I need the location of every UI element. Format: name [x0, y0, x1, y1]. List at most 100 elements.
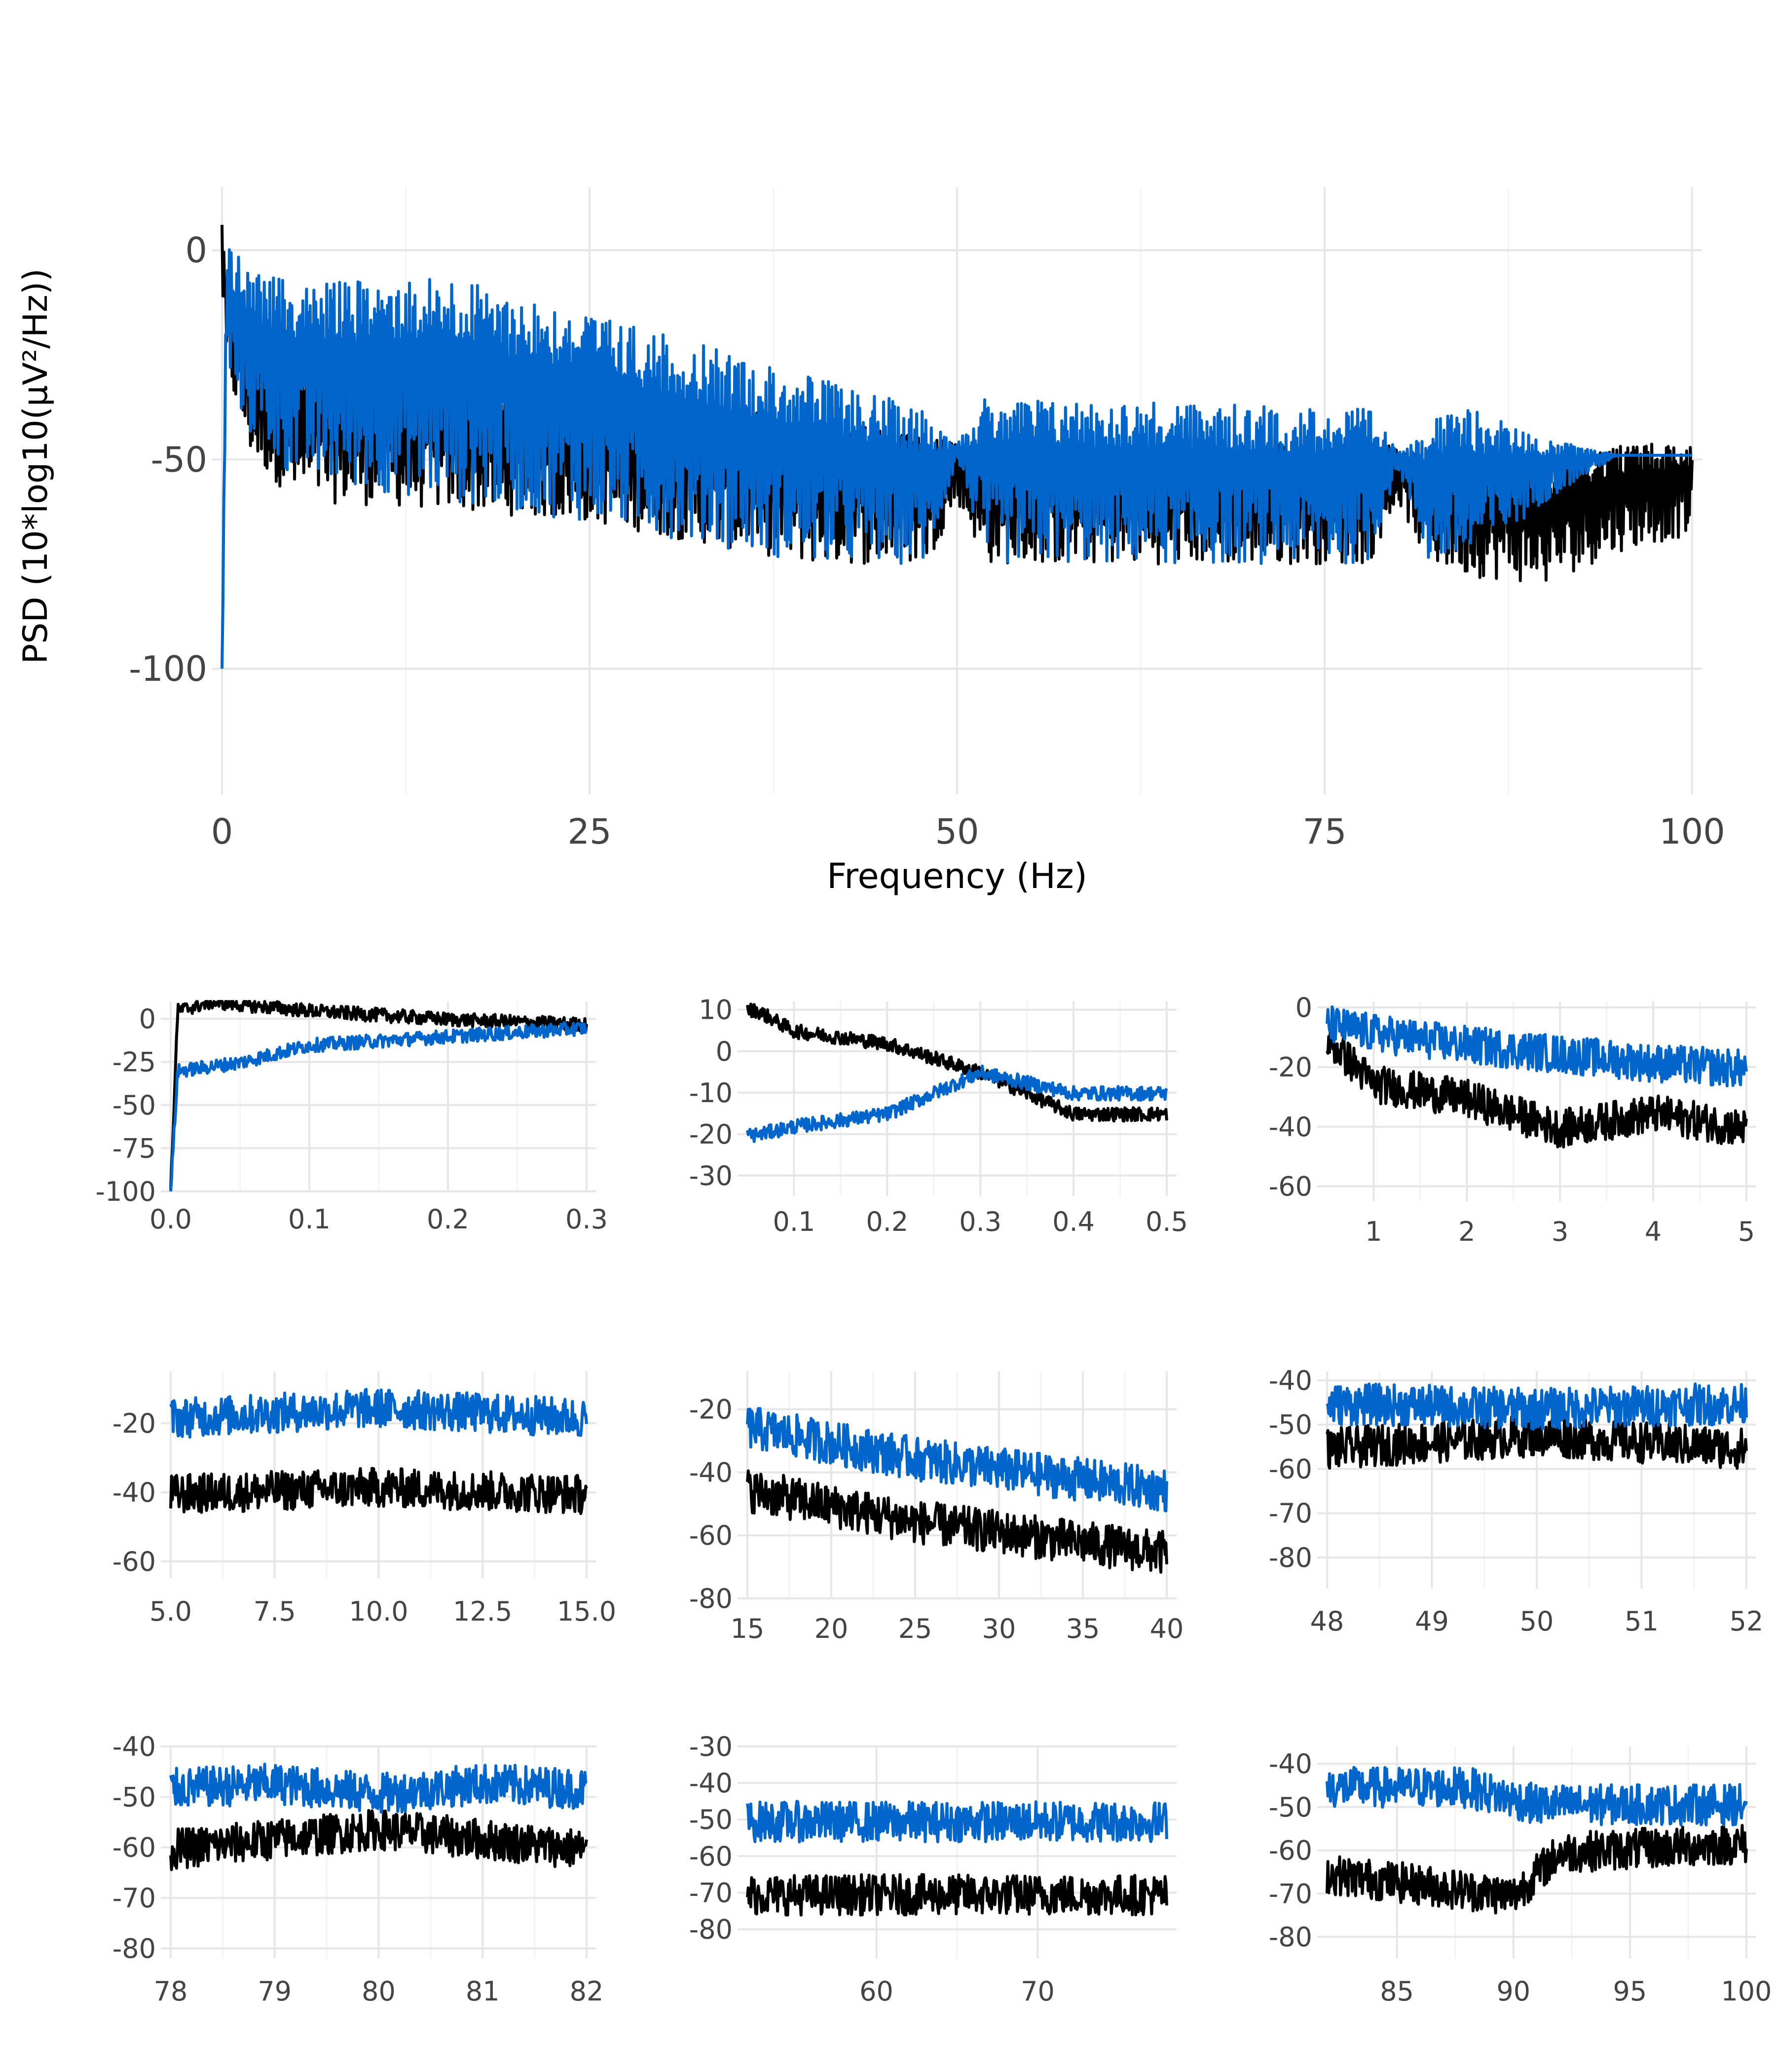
- x-tick-label: 5.0: [149, 1596, 192, 1627]
- series-line-black: [746, 1873, 1168, 1917]
- x-tick-label: 80: [362, 1976, 396, 2007]
- x-tick-label: 0.2: [866, 1206, 908, 1237]
- x-tick-label: 20: [814, 1613, 849, 1644]
- y-tick-label: -50: [689, 1804, 733, 1835]
- x-tick-label: 50: [935, 812, 979, 852]
- y-tick-label: 0: [139, 1003, 156, 1035]
- x-tick-label: 3: [1552, 1216, 1568, 1247]
- series-line-black: [169, 1467, 588, 1516]
- x-tick-label: 100: [1721, 1976, 1772, 2007]
- y-tick-label: -60: [689, 1520, 733, 1551]
- zoom-panel-1: 0.0 0.1 0.2 0.3 0 -25 -50 -75 -100: [95, 1000, 608, 1235]
- x-tick-label: 0.3: [565, 1204, 608, 1235]
- y-tick-label: 0: [716, 1036, 733, 1067]
- y-tick-label: -50: [112, 1090, 156, 1121]
- x-tick-label: 0.1: [773, 1206, 815, 1237]
- y-tick-label: -50: [1269, 1409, 1312, 1441]
- y-tick-label: -40: [112, 1731, 156, 1762]
- y-tick-label: -60: [689, 1841, 733, 1872]
- y-tick-label: -100: [95, 1176, 156, 1207]
- series-line-blue: [1326, 1766, 1748, 1827]
- x-tick-label: 25: [898, 1613, 932, 1644]
- zoom-panel-2: 0.1 0.2 0.3 0.4 0.5 10 0 -10 -20 -30: [689, 995, 1188, 1237]
- series-line-blue: [169, 1763, 588, 1814]
- series-line-blue: [746, 1407, 1168, 1513]
- y-tick-label: 0: [185, 230, 207, 271]
- zoom-panel-4: 5.0 7.5 10.0 12.5 15.0 -20 -40 -60: [112, 1371, 616, 1627]
- x-tick-label: 85: [1380, 1976, 1414, 2007]
- y-tick-label: -40: [1269, 1111, 1312, 1143]
- y-tick-label: -70: [112, 1883, 156, 1914]
- y-tick-label: -40: [112, 1477, 156, 1508]
- y-tick-label: -80: [689, 1583, 733, 1614]
- y-tick-label: -50: [1269, 1792, 1312, 1823]
- y-tick-label: -10: [689, 1077, 733, 1109]
- x-tick-label: 12.5: [453, 1596, 512, 1627]
- series-line-blue: [169, 1388, 588, 1439]
- y-tick-label: -40: [689, 1768, 733, 1799]
- y-tick-label: -20: [689, 1394, 733, 1425]
- x-tick-label: 35: [1066, 1613, 1100, 1644]
- x-tick-label: 0.0: [149, 1204, 192, 1235]
- y-tick-label: -80: [112, 1933, 156, 1964]
- y-tick-label: -40: [689, 1457, 733, 1488]
- y-tick-label: -50: [151, 440, 207, 480]
- x-tick-label: 30: [982, 1613, 1016, 1644]
- y-tick-label: -60: [112, 1546, 156, 1577]
- y-tick-label: -75: [112, 1133, 156, 1164]
- y-tick-label: -60: [1269, 1171, 1312, 1202]
- x-tick-label: 1: [1365, 1216, 1382, 1247]
- series-line-black: [1326, 1415, 1748, 1470]
- series-line-blue: [169, 1021, 588, 1192]
- y-tick-label: -100: [129, 649, 207, 689]
- x-tick-label: 51: [1625, 1606, 1659, 1637]
- x-tick-label: 81: [466, 1976, 500, 2007]
- zoom-panel-3: 1 2 3 4 5 0 -20 -40 -60: [1269, 992, 1756, 1247]
- x-tick-label: 40: [1150, 1613, 1184, 1644]
- x-tick-label: 82: [570, 1976, 604, 2007]
- y-tick-label: -60: [1269, 1835, 1312, 1866]
- x-tick-label: 49: [1415, 1606, 1449, 1637]
- y-tick-label: -70: [1269, 1878, 1312, 1909]
- x-tick-label: 15.0: [557, 1596, 616, 1627]
- x-tick-label: 2: [1458, 1216, 1475, 1247]
- y-tick-label: -80: [1269, 1542, 1312, 1573]
- zoom-panel-7: 78 79 80 81 82 -40 -50 -60 -70 -80: [112, 1731, 604, 2007]
- series-line-black: [169, 1000, 588, 1190]
- y-tick-label: -25: [112, 1046, 156, 1077]
- series-line-blue: [746, 1800, 1168, 1844]
- y-tick-label: -30: [689, 1160, 733, 1191]
- x-tick-label: 4: [1645, 1216, 1662, 1247]
- y-tick-label: -60: [112, 1832, 156, 1863]
- zoom-panel-8: 60 70 -30 -40 -50 -60 -70 -80: [689, 1731, 1177, 2007]
- x-tick-label: 10.0: [349, 1596, 408, 1627]
- x-tick-label: 50: [1520, 1606, 1554, 1637]
- main-psd-panel: 0 25 50 75 100 0 -50 -100 Frequency (Hz) PSD (10*…: [16, 187, 1725, 896]
- y-tick-label: -80: [689, 1914, 733, 1945]
- x-tick-label: 60: [859, 1976, 893, 2007]
- x-tick-label: 0.4: [1052, 1206, 1095, 1237]
- x-axis-title: Frequency (Hz): [827, 856, 1087, 896]
- x-tick-label: 0: [211, 812, 233, 852]
- x-tick-label: 25: [567, 812, 611, 852]
- y-tick-label: -20: [1269, 1052, 1312, 1083]
- x-tick-label: 75: [1302, 812, 1346, 852]
- x-tick-label: 0.3: [959, 1206, 1001, 1237]
- y-tick-label: 0: [1295, 992, 1312, 1023]
- x-tick-label: 5: [1738, 1216, 1755, 1247]
- x-tick-label: 0.5: [1146, 1206, 1188, 1237]
- x-tick-label: 7.5: [254, 1596, 296, 1627]
- y-tick-label: -60: [1269, 1453, 1312, 1484]
- x-tick-label: 90: [1496, 1976, 1530, 2007]
- zoom-panel-9: 85 90 95 100 -40 -50 -60 -70 -80: [1269, 1746, 1772, 2007]
- y-tick-label: 10: [699, 995, 733, 1026]
- series-line-black: [746, 1002, 1168, 1123]
- zoom-panel-5: 15 20 25 30 35 40 -20 -40 -60 -80: [689, 1371, 1184, 1644]
- y-tick-label: -20: [112, 1408, 156, 1439]
- series-line-blue: [221, 248, 1693, 669]
- y-tick-label: -70: [689, 1877, 733, 1908]
- y-axis-title: PSD (10*log10(μV²/Hz)): [16, 268, 55, 664]
- y-tick-label: -80: [1269, 1922, 1312, 1953]
- y-tick-label: -40: [1269, 1748, 1312, 1779]
- y-tick-label: -40: [1269, 1365, 1312, 1396]
